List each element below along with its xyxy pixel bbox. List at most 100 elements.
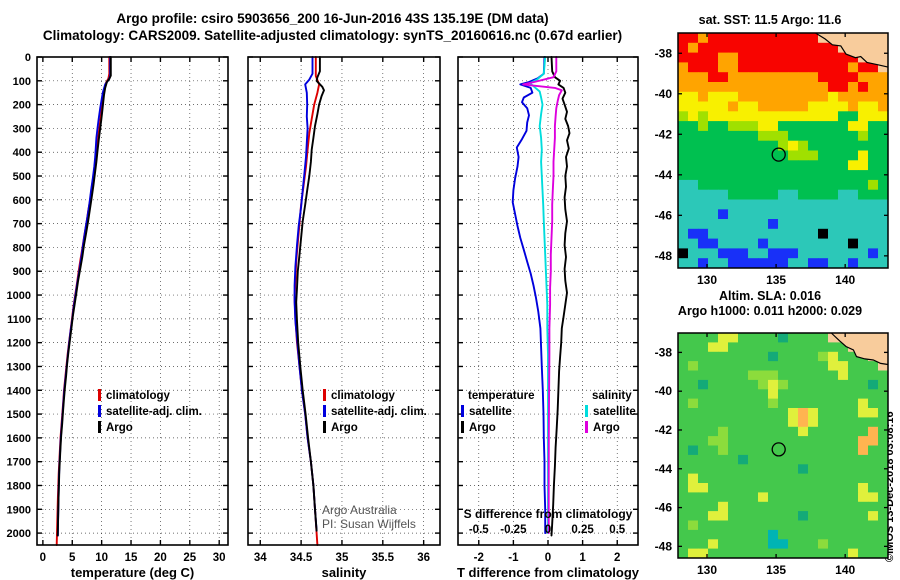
map-cell <box>728 111 739 122</box>
map-cell <box>858 501 869 512</box>
map-cell <box>768 520 779 531</box>
map-cell <box>748 33 759 44</box>
map-cell <box>868 258 879 269</box>
map-cell <box>778 140 789 151</box>
map-cell <box>828 492 839 503</box>
map-cell <box>818 72 829 83</box>
map-cell <box>718 511 729 521</box>
depth-tick-label: 800 <box>13 242 31 254</box>
map-cell <box>678 417 689 428</box>
lon-tick-label: 130 <box>697 273 717 287</box>
map-cell <box>678 370 689 381</box>
depth-tick-label: 1700 <box>7 457 31 469</box>
map-cell <box>818 454 829 465</box>
map-cell <box>868 454 879 465</box>
map-cell <box>818 121 829 132</box>
map-cell <box>848 539 859 550</box>
map-cell <box>728 501 739 512</box>
map-cell <box>688 483 699 493</box>
map-cell <box>678 130 689 142</box>
map-cell <box>868 72 879 83</box>
lon-tick-label: 140 <box>835 273 855 287</box>
map-cell <box>748 464 759 475</box>
map-cell <box>728 42 739 53</box>
map-cell <box>718 426 729 437</box>
map-cell <box>778 91 789 102</box>
map-cell <box>828 436 839 446</box>
map-cell <box>808 492 819 503</box>
x-tick-label: 2 <box>614 552 620 564</box>
map-cell <box>798 436 809 446</box>
map-cell <box>768 130 779 142</box>
map-cell <box>818 361 829 371</box>
map-cell <box>688 140 699 151</box>
map-cell <box>778 445 789 456</box>
map-cell <box>798 160 809 171</box>
map-cell <box>828 408 839 418</box>
map-cell <box>788 258 799 269</box>
map-cell <box>698 121 709 132</box>
map-cell <box>848 238 859 249</box>
map-cell <box>848 150 859 161</box>
map-cell <box>688 150 699 161</box>
map-cell <box>828 464 839 475</box>
map-cell <box>868 548 879 559</box>
map-cell <box>878 379 889 390</box>
map-cell <box>708 370 719 381</box>
map-cell <box>748 228 759 239</box>
map-cell <box>708 258 719 269</box>
map-cell <box>678 548 689 559</box>
map-cell <box>778 248 789 259</box>
map-cell <box>868 492 879 503</box>
map-cell <box>858 370 869 381</box>
map-cell <box>688 539 699 550</box>
map-box <box>677 32 889 269</box>
map-cell <box>848 130 859 142</box>
map-cell <box>718 408 729 418</box>
map-cell <box>718 91 729 102</box>
map-cell <box>678 62 689 73</box>
map-cell <box>678 170 689 181</box>
map-cell <box>788 445 799 456</box>
map-cell <box>718 417 729 428</box>
map-cell <box>748 189 759 200</box>
map-cell <box>818 426 829 437</box>
map-cell <box>848 209 859 220</box>
map-cell <box>758 398 769 409</box>
map-cell <box>728 62 739 73</box>
map-cell <box>778 160 789 171</box>
map-cell <box>688 529 699 540</box>
map-cell <box>858 389 869 400</box>
map-cell <box>848 398 859 409</box>
map-cell <box>808 82 819 93</box>
map-cell <box>868 160 879 171</box>
map-cell <box>688 417 699 428</box>
series-s-satellite <box>529 56 549 535</box>
map-cell <box>678 121 689 132</box>
legend-label: satellite <box>593 406 636 418</box>
map-cell <box>738 548 749 559</box>
map-cell <box>748 150 759 161</box>
map-cell <box>868 483 879 493</box>
map-cell <box>708 539 719 550</box>
map-cell <box>788 548 799 559</box>
map-cell <box>758 379 769 390</box>
map-cell <box>778 379 789 390</box>
map-cell <box>788 72 799 83</box>
map-cell <box>788 160 799 171</box>
map-cell <box>778 209 789 220</box>
map-cell <box>718 111 729 122</box>
map-cell <box>828 548 839 559</box>
map-cell <box>788 111 799 122</box>
map-cell <box>808 333 819 343</box>
map-cell <box>808 539 819 550</box>
map-cell <box>878 91 889 102</box>
map-cell <box>768 342 779 353</box>
map-cell <box>858 539 869 550</box>
map-cell <box>838 189 849 200</box>
map-cell <box>678 179 689 191</box>
map-cell <box>748 379 759 390</box>
map-cell <box>828 445 839 456</box>
land-area <box>815 33 888 68</box>
